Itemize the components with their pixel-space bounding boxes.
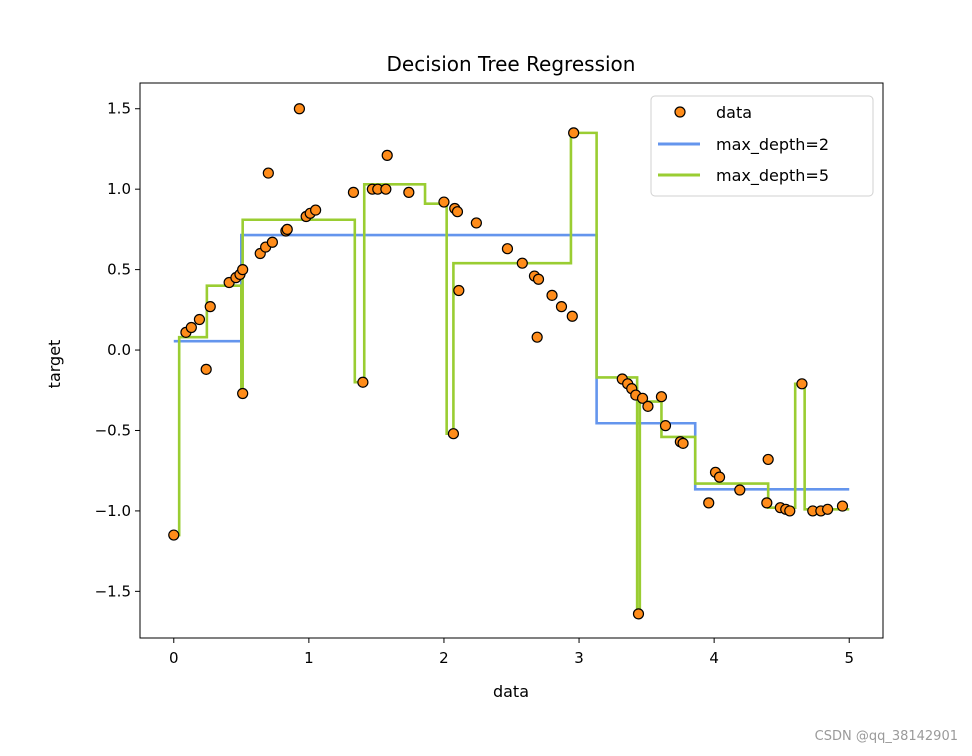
- data-point: [438, 196, 450, 208]
- y-tick-label: −1.5: [95, 582, 131, 600]
- data-point: [453, 284, 465, 297]
- x-tick-label: 3: [574, 649, 584, 667]
- legend-box: [650, 95, 874, 197]
- scatter-layer: [168, 103, 849, 620]
- data-point: [555, 301, 568, 313]
- data-point: [836, 500, 849, 512]
- series-line-depth5: [173, 131, 850, 616]
- y-tick-label: −0.5: [95, 421, 131, 439]
- data-point: [262, 167, 274, 179]
- data-point: [516, 257, 528, 269]
- data-point: [761, 497, 773, 509]
- data-point: [713, 471, 726, 483]
- data-point: [636, 392, 649, 404]
- legend-label-depth5: max_depth=5: [716, 166, 829, 186]
- data-point: [796, 378, 808, 390]
- y-axis: 1.5 1.0 0.5 0.0 −0.5 −1.0 −1.5: [95, 100, 140, 600]
- x-axis: 0 1 2 3 4 5: [169, 638, 854, 667]
- data-point: [281, 223, 293, 235]
- data-point: [655, 391, 668, 403]
- data-point: [237, 264, 249, 276]
- x-tick-label: 0: [169, 649, 179, 667]
- data-point: [568, 127, 580, 139]
- data-point: [403, 186, 415, 198]
- data-point: [501, 243, 514, 255]
- legend-label-data: data: [716, 103, 752, 122]
- data-point: [546, 289, 558, 301]
- chart-title: Decision Tree Regression: [387, 52, 636, 76]
- data-point: [451, 206, 464, 218]
- y-tick-label: −1.0: [95, 502, 131, 520]
- x-tick-label: 1: [304, 649, 314, 667]
- data-point: [357, 376, 369, 388]
- series-line-depth2: [173, 233, 850, 491]
- legend-marker-data: [674, 106, 686, 118]
- data-point: [168, 529, 180, 541]
- series-layer: [173, 131, 850, 616]
- data-point: [381, 149, 393, 161]
- y-axis-label: target: [45, 340, 64, 389]
- data-point: [677, 437, 689, 449]
- plot-frame: [139, 82, 884, 639]
- data-point: [642, 400, 654, 412]
- data-point: [531, 331, 543, 343]
- data-point: [784, 505, 796, 517]
- data-point: [185, 321, 197, 334]
- data-point: [822, 503, 834, 515]
- y-tick-label: 0.0: [107, 341, 131, 359]
- x-axis-label: data: [493, 682, 529, 701]
- x-tick-label: 5: [844, 649, 854, 667]
- data-point: [762, 453, 774, 466]
- data-point: [532, 273, 545, 285]
- data-point: [470, 217, 482, 229]
- data-point: [204, 301, 216, 313]
- data-point: [310, 204, 322, 216]
- legend-label-depth2: max_depth=2: [716, 135, 829, 155]
- data-point: [200, 363, 212, 375]
- y-tick-label: 1.5: [107, 100, 131, 118]
- data-point: [447, 428, 460, 440]
- data-point: [380, 183, 392, 195]
- data-point: [347, 186, 360, 198]
- data-point: [237, 387, 249, 400]
- data-point: [632, 608, 645, 620]
- data-point: [734, 484, 746, 496]
- y-tick-label: 1.0: [107, 180, 131, 198]
- data-point: [293, 103, 306, 115]
- watermark: CSDN @qq_38142901: [814, 729, 958, 744]
- x-tick-label: 2: [439, 649, 449, 667]
- data-point: [659, 420, 672, 432]
- y-tick-label: 0.5: [107, 261, 131, 279]
- data-point: [566, 310, 578, 322]
- legend: data max_depth=2 max_depth=5: [650, 95, 874, 197]
- data-point: [703, 497, 715, 509]
- data-point: [266, 236, 278, 248]
- x-tick-label: 4: [709, 649, 719, 667]
- data-point: [193, 313, 206, 326]
